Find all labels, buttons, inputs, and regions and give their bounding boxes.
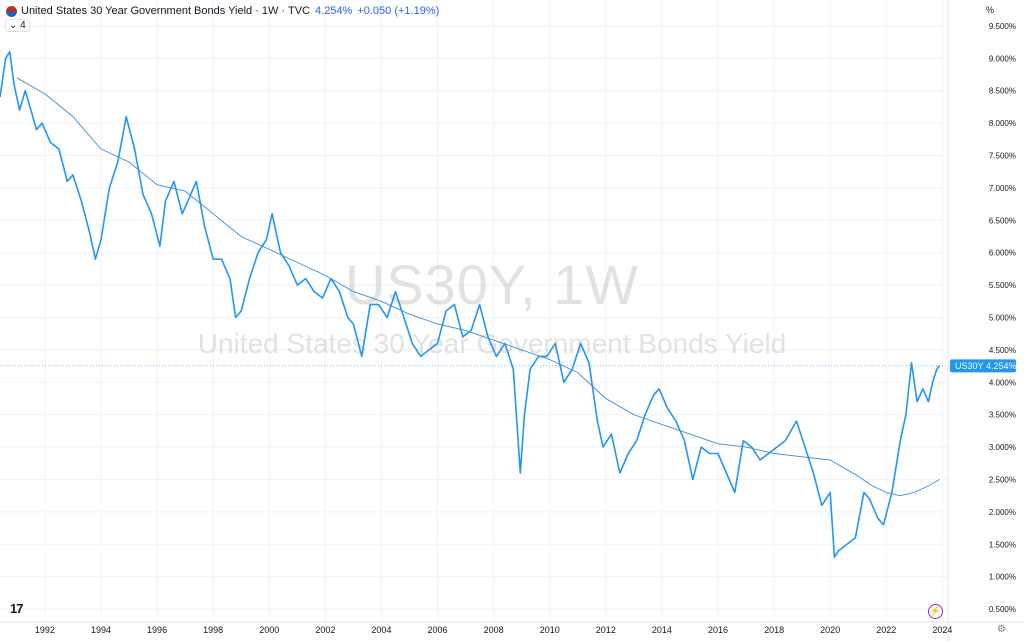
y-tick-label: 1.000% [989, 573, 1016, 582]
y-tick-label: 7.500% [989, 152, 1016, 161]
y-tick-label: 7.000% [989, 184, 1016, 193]
x-tick-label: 2008 [484, 625, 504, 635]
y-tick-label: 8.500% [989, 87, 1016, 96]
x-tick-label: 1996 [147, 625, 167, 635]
y-tick-label: 1.500% [989, 540, 1016, 549]
symbol-title[interactable]: United States 30 Year Government Bonds Y… [21, 5, 311, 17]
moving-average-line [16, 77, 940, 497]
chevron-down-icon: ⌄ [9, 20, 18, 31]
watermark-symbol: US30Y, 1W [344, 253, 640, 316]
price-label-symbol: US30Y [955, 361, 984, 371]
y-tick-label: 0.500% [989, 605, 1016, 614]
price-label-value: 4.254% [986, 361, 1017, 371]
x-tick-label: 2022 [876, 625, 896, 635]
price-change: +0.050 (+1.19%) [357, 5, 440, 17]
indicator-count: 4 [20, 20, 26, 31]
y-tick-label: 6.000% [989, 249, 1016, 258]
y-tick-label: 4.500% [989, 346, 1016, 355]
x-tick-label: 2002 [315, 625, 335, 635]
x-tick-label: 2004 [371, 625, 391, 635]
price-axis[interactable]: 9.500% 9.000% 8.500% 8.000% 7.500% 7.000% 6.50… [989, 22, 1016, 614]
yield-line [0, 51, 941, 558]
settings-icon[interactable]: ⚙ [997, 624, 1006, 635]
x-tick-label: 1998 [203, 625, 223, 635]
price-label: US30Y 4.254% [950, 359, 1017, 373]
price-label-background [950, 359, 1016, 373]
indicators-toggle[interactable]: ⌄ 4 [5, 19, 30, 32]
y-tick-label: 4.000% [989, 378, 1016, 387]
chart-header: United States 30 Year Government Bonds Y… [6, 5, 439, 17]
tradingview-logo-text: 17 [10, 601, 24, 616]
y-tick-label: 3.000% [989, 443, 1016, 452]
us-flag-icon [6, 5, 17, 17]
y-tick-label: 5.000% [989, 313, 1016, 322]
x-tick-label: 2014 [652, 625, 672, 635]
lightning-icon[interactable]: ⚡ [928, 604, 943, 619]
y-tick-label: 9.500% [989, 22, 1016, 31]
x-tick-label: 2000 [259, 625, 279, 635]
x-tick-label: 2020 [820, 625, 840, 635]
x-tick-label: 2024 [932, 625, 952, 635]
y-tick-label: 8.000% [989, 119, 1016, 128]
y-tick-label: 2.500% [989, 475, 1016, 484]
time-axis[interactable]: 1992 1994 1996 1998 2000 2002 2004 2006 2008 2010… [35, 625, 953, 635]
x-tick-label: 2016 [708, 625, 728, 635]
y-tick-label: 3.500% [989, 411, 1016, 420]
y-tick-label: 9.000% [989, 54, 1016, 63]
y-tick-label: 6.500% [989, 216, 1016, 225]
axis-unit-label: % [985, 5, 994, 15]
x-tick-label: 2018 [764, 625, 784, 635]
x-tick-label: 2012 [596, 625, 616, 635]
x-tick-label: 1994 [91, 625, 111, 635]
last-price: 4.254% [315, 5, 353, 17]
x-tick-label: 2010 [540, 625, 560, 635]
chart-grid [0, 0, 948, 622]
chart-series [0, 51, 941, 558]
tradingview-logo[interactable]: 17 [10, 601, 24, 616]
x-tick-label: 1992 [35, 625, 55, 635]
watermark-description: United States 30 Year Government Bonds Y… [197, 328, 787, 359]
y-tick-label: 2.000% [989, 508, 1016, 517]
y-tick-label: 5.500% [989, 281, 1016, 290]
x-tick-label: 2006 [428, 625, 448, 635]
